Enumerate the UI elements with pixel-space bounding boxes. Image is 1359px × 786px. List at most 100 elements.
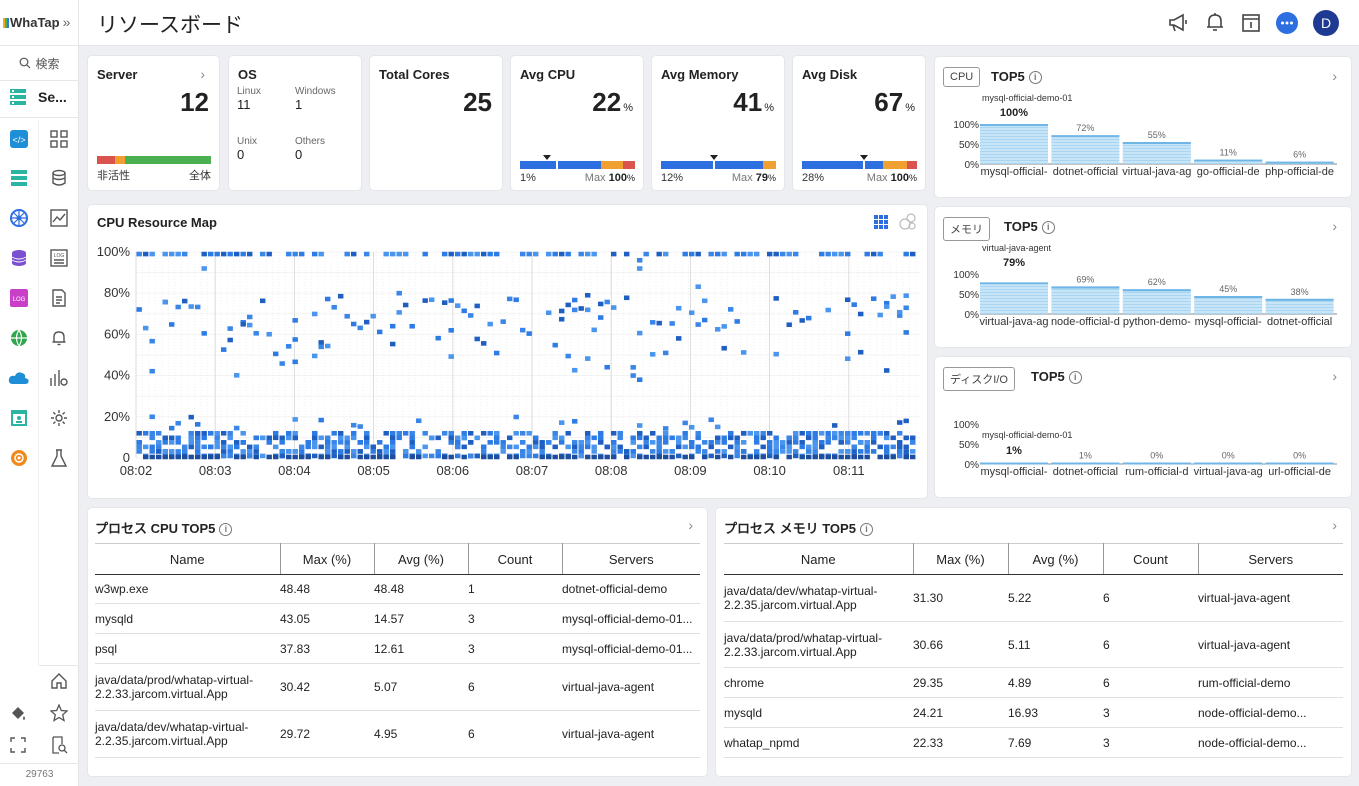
resource-cell[interactable] — [429, 435, 435, 441]
resource-cell[interactable] — [650, 440, 656, 445]
npm-product-icon[interactable] — [8, 447, 30, 469]
resource-cell[interactable] — [448, 440, 454, 445]
resource-cell[interactable] — [728, 454, 734, 460]
resource-cell[interactable] — [591, 454, 597, 460]
resource-cell[interactable] — [572, 307, 578, 313]
cpu-top5-chart[interactable]: 100% 50% 0%mysql-official- 72% dotnet-offici… — [935, 93, 1351, 197]
dashboard-grid-icon[interactable] — [48, 128, 70, 150]
resource-cell[interactable] — [292, 449, 298, 454]
resource-cell[interactable] — [884, 368, 890, 373]
resource-cell[interactable] — [578, 444, 584, 450]
resource-cell[interactable] — [195, 454, 201, 460]
resource-cell[interactable] — [325, 454, 331, 460]
resource-cell[interactable] — [806, 430, 812, 436]
resource-cell[interactable] — [591, 327, 597, 333]
resource-cell[interactable] — [793, 453, 799, 459]
resource-cell[interactable] — [182, 444, 188, 450]
resource-cell[interactable] — [201, 251, 207, 257]
resource-cell[interactable] — [520, 449, 526, 454]
resource-cell[interactable] — [715, 251, 721, 257]
panel-info-icon[interactable] — [1239, 11, 1263, 35]
resource-cell[interactable] — [559, 420, 565, 425]
resource-cell[interactable] — [448, 298, 454, 303]
resource-cell[interactable] — [767, 251, 773, 257]
resource-cell[interactable] — [721, 453, 727, 459]
resource-cell[interactable] — [819, 454, 825, 460]
resource-cell[interactable] — [884, 304, 890, 309]
resource-cell[interactable] — [351, 435, 357, 441]
avatar[interactable]: D — [1313, 10, 1339, 36]
resource-cell[interactable] — [390, 341, 396, 347]
resource-cell[interactable] — [513, 444, 519, 450]
resource-cell[interactable] — [351, 430, 357, 436]
resource-cell[interactable] — [715, 454, 721, 460]
resource-cell[interactable] — [702, 440, 708, 445]
resource-cell[interactable] — [754, 440, 760, 445]
resource-cell[interactable] — [292, 251, 298, 257]
column-header[interactable]: Avg (%) — [374, 543, 469, 575]
settings-gear-icon[interactable] — [48, 407, 70, 429]
resource-cell[interactable] — [448, 354, 454, 359]
resource-cell[interactable] — [286, 454, 292, 460]
resource-cell[interactable] — [702, 449, 708, 454]
resource-cell[interactable] — [702, 298, 708, 304]
resource-cell[interactable] — [598, 454, 604, 460]
resource-cell[interactable] — [767, 449, 773, 454]
resource-cell[interactable] — [162, 251, 168, 257]
resource-cell[interactable] — [533, 444, 539, 450]
resource-cell[interactable] — [149, 368, 155, 374]
table-row[interactable]: mysqld 24.21 16.93 3 node-official-demo... — [724, 697, 1343, 728]
resource-cell[interactable] — [318, 435, 324, 441]
resource-cell[interactable] — [240, 322, 246, 327]
resource-cell[interactable] — [617, 435, 623, 441]
resource-cell[interactable] — [429, 297, 435, 303]
resource-cell[interactable] — [409, 430, 415, 436]
resource-cell[interactable] — [338, 454, 344, 460]
resource-cell[interactable] — [767, 444, 773, 450]
resource-cell[interactable] — [201, 266, 207, 271]
resource-cell[interactable] — [377, 454, 383, 460]
resource-cell[interactable] — [851, 449, 857, 454]
resource-cell[interactable] — [318, 417, 324, 423]
resource-cell[interactable] — [890, 435, 896, 441]
resource-cell[interactable] — [890, 454, 896, 460]
resource-cell[interactable] — [773, 296, 779, 301]
resource-cell[interactable] — [799, 454, 805, 460]
resource-cell[interactable] — [182, 449, 188, 454]
resource-cell[interactable] — [871, 251, 877, 257]
resource-cell[interactable] — [624, 295, 630, 301]
resource-cell[interactable] — [143, 454, 149, 460]
resource-cell[interactable] — [435, 449, 441, 454]
top5-bar[interactable] — [980, 124, 1048, 164]
resource-cell[interactable] — [825, 435, 831, 441]
resource-cell[interactable] — [338, 430, 344, 436]
resource-cell[interactable] — [409, 454, 415, 460]
resource-cell[interactable] — [390, 454, 396, 460]
resource-cell[interactable] — [344, 449, 350, 454]
resource-cell[interactable] — [409, 323, 415, 329]
resource-cell[interactable] — [474, 336, 480, 342]
resource-cell[interactable] — [832, 423, 838, 428]
resource-cell[interactable] — [903, 449, 909, 454]
resource-cell[interactable] — [871, 440, 877, 445]
resource-cell[interactable] — [546, 251, 552, 257]
resource-cell[interactable] — [773, 440, 779, 445]
favorite-star-icon[interactable] — [48, 702, 70, 724]
resource-cell[interactable] — [598, 440, 604, 445]
info-icon[interactable]: i — [1041, 221, 1055, 234]
resource-cell[interactable] — [910, 454, 916, 460]
resource-cell[interactable] — [780, 251, 786, 257]
resource-cell[interactable] — [500, 440, 506, 445]
resource-cell[interactable] — [663, 435, 669, 441]
resource-cell[interactable] — [390, 251, 396, 257]
resource-cell[interactable] — [539, 444, 545, 450]
resource-cell[interactable] — [793, 310, 799, 315]
resource-cell[interactable] — [598, 435, 604, 441]
resource-cell[interactable] — [182, 251, 188, 257]
resource-cell[interactable] — [409, 444, 415, 450]
resource-cell[interactable] — [832, 454, 838, 460]
resource-cell[interactable] — [195, 430, 201, 436]
resource-cell[interactable] — [286, 435, 292, 441]
resource-cell[interactable] — [461, 430, 467, 436]
resource-cell[interactable] — [845, 435, 851, 441]
